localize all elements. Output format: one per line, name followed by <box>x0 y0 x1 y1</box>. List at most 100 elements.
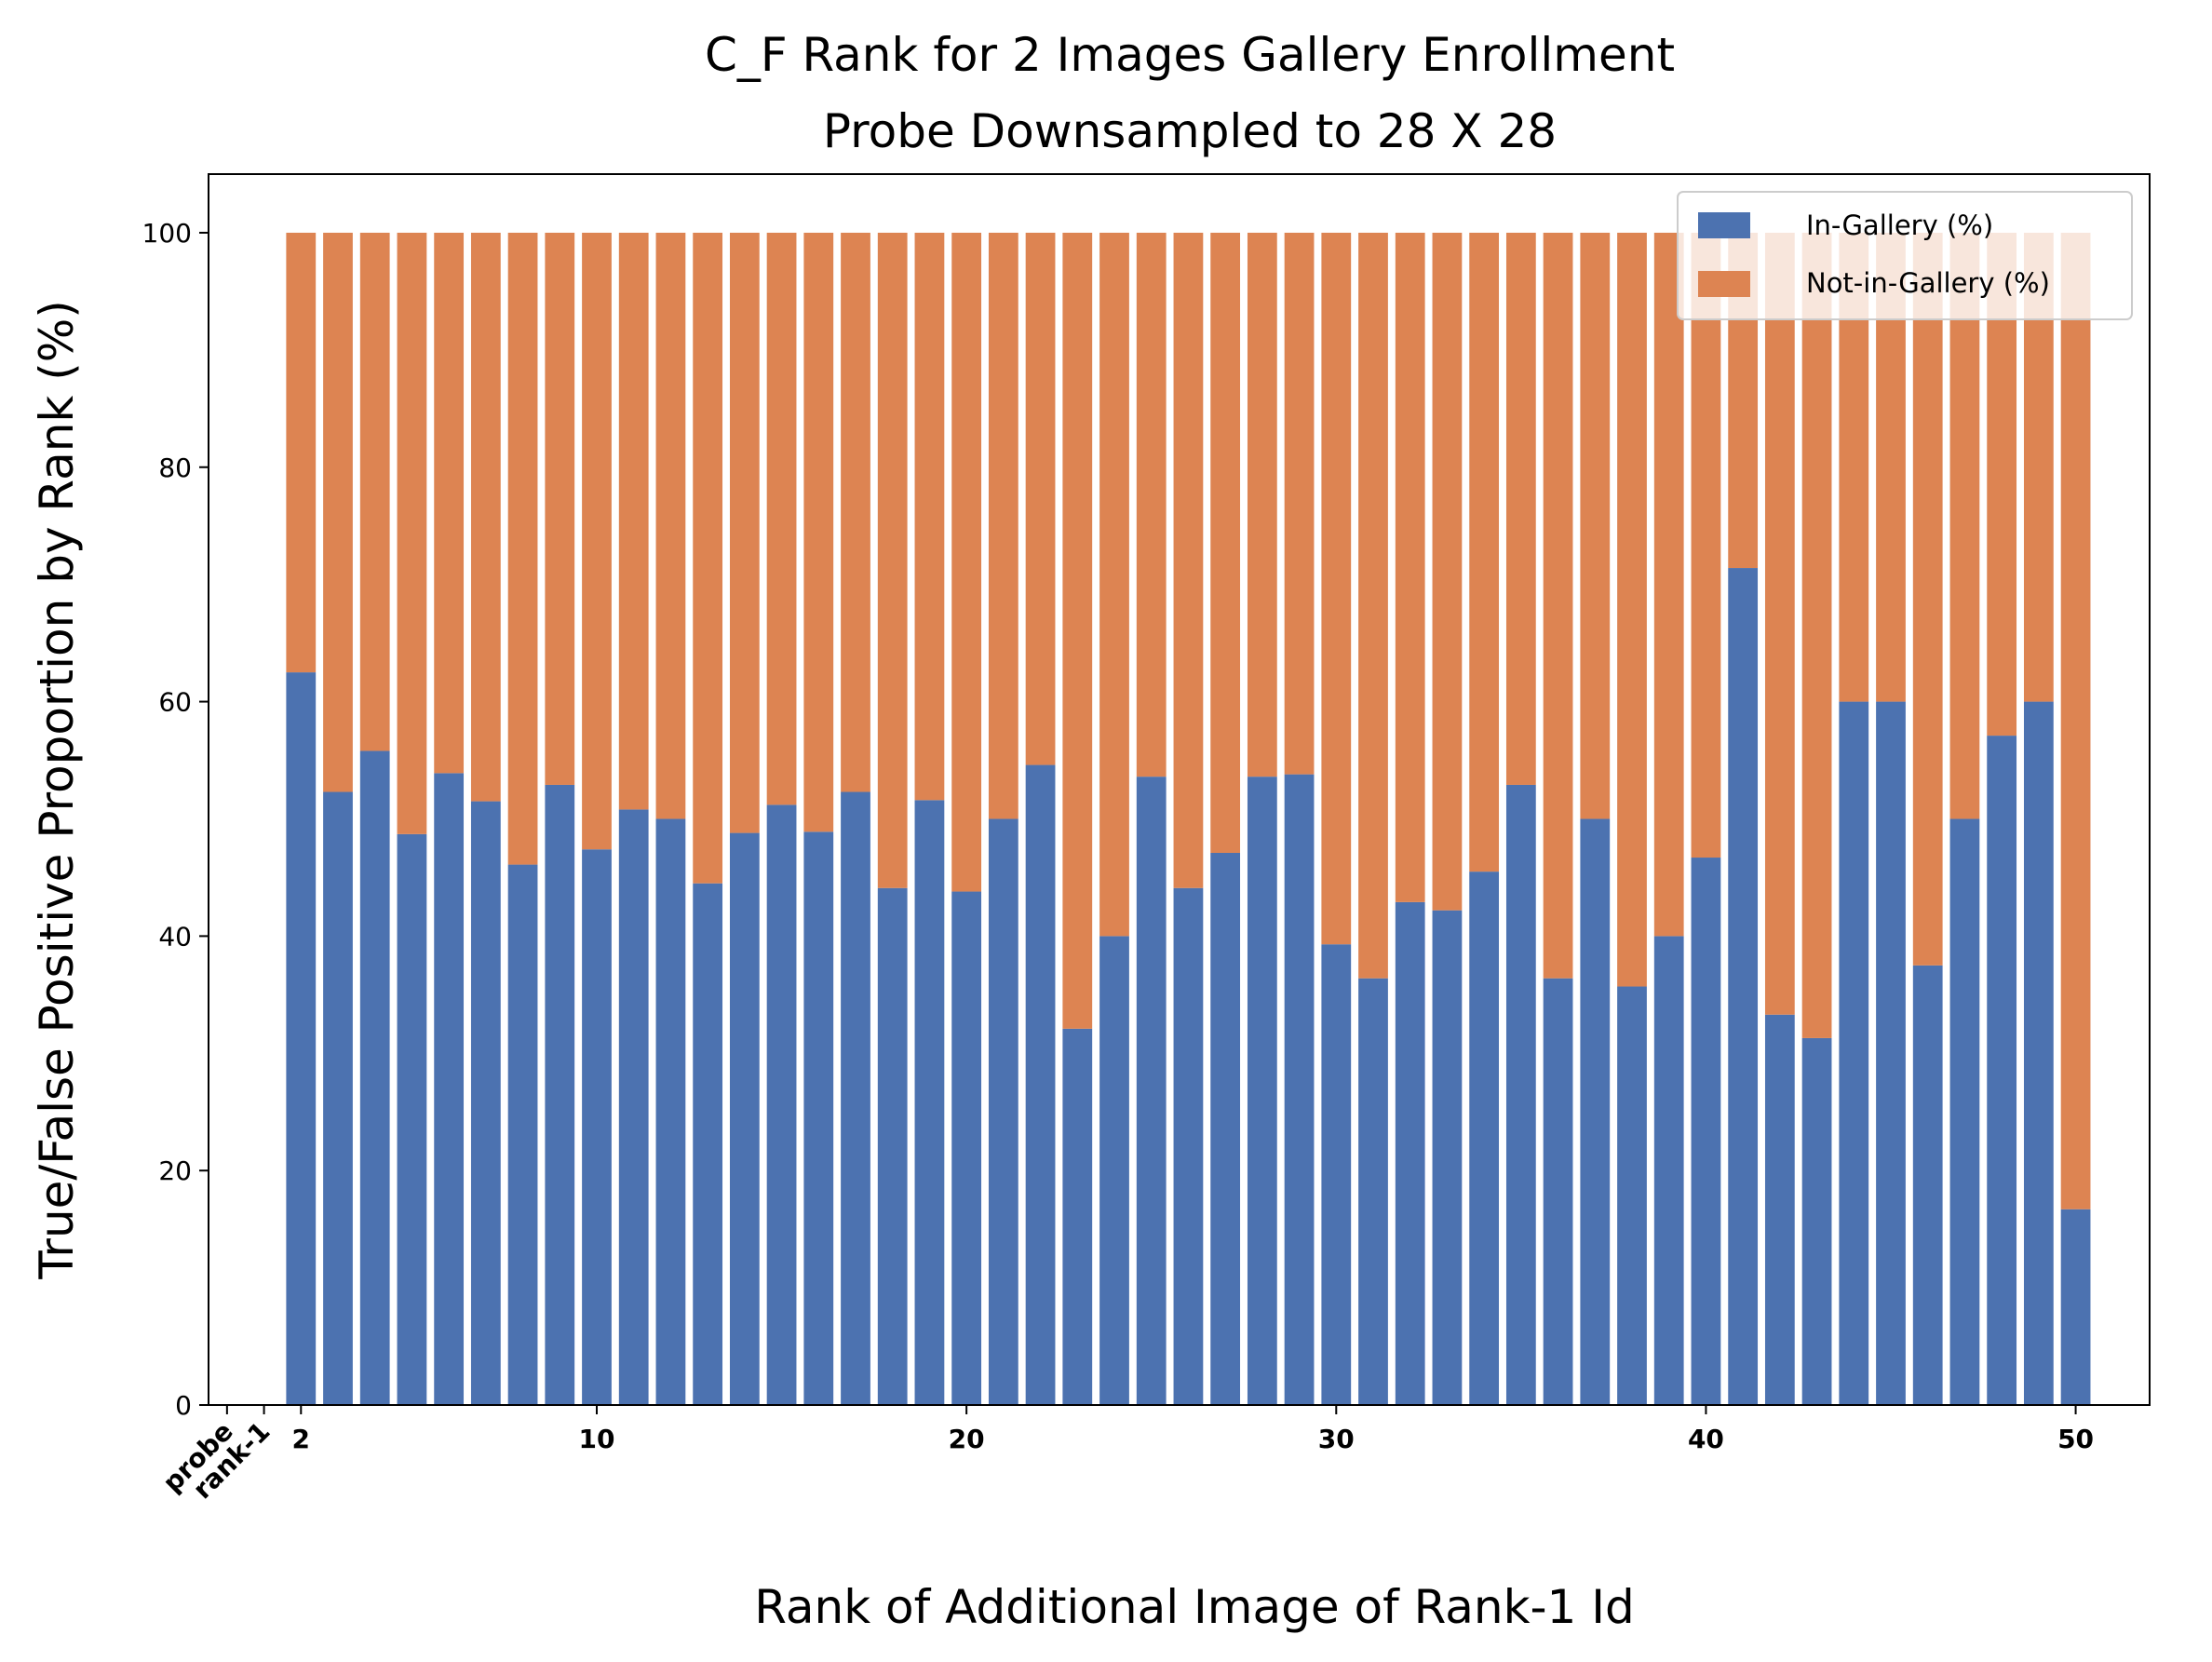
bar-not-in-gallery <box>618 232 649 810</box>
bar-in-gallery <box>397 833 427 1405</box>
bar-not-in-gallery <box>877 232 908 888</box>
bar-not-in-gallery <box>1395 232 1425 902</box>
y-tick-label: 60 <box>158 687 192 718</box>
bar-not-in-gallery <box>1801 232 1832 1038</box>
bar-not-in-gallery <box>1912 232 1943 966</box>
legend-swatch-not-in-gallery <box>1698 271 1750 297</box>
x-tick-label: 10 <box>579 1424 615 1454</box>
bar-in-gallery <box>1653 936 1684 1405</box>
bar-in-gallery <box>470 801 501 1405</box>
bar-not-in-gallery <box>1543 232 1573 979</box>
bar-in-gallery <box>914 800 945 1405</box>
chart-subtitle: Probe Downsampled to 28 X 28 <box>823 104 1557 158</box>
bar-not-in-gallery <box>914 232 945 801</box>
x-tick-label: 50 <box>2057 1424 2094 1454</box>
bar-in-gallery <box>1062 1028 1093 1405</box>
bar-in-gallery <box>1358 978 1388 1405</box>
bar-not-in-gallery <box>1432 232 1463 911</box>
bar-in-gallery <box>1580 818 1611 1405</box>
bar-in-gallery <box>1247 777 1277 1405</box>
legend-label-in-gallery: In-Gallery (%) <box>1806 209 1993 241</box>
y-tick-label: 20 <box>158 1155 192 1186</box>
bar-in-gallery <box>1432 910 1463 1405</box>
bar-in-gallery <box>545 784 575 1405</box>
bar-in-gallery <box>655 818 686 1405</box>
bar-in-gallery <box>1543 978 1573 1405</box>
bar-in-gallery <box>877 887 908 1405</box>
bar-not-in-gallery <box>766 232 797 805</box>
y-axis-label: True/False Positive Proportion by Rank (… <box>30 300 84 1280</box>
bar-not-in-gallery <box>470 232 501 802</box>
bar-not-in-gallery <box>1691 232 1721 858</box>
bar-not-in-gallery <box>545 232 575 785</box>
bar-not-in-gallery <box>655 232 686 819</box>
bar-in-gallery <box>434 773 465 1405</box>
bar-not-in-gallery <box>1062 232 1093 1029</box>
bar-in-gallery <box>507 864 538 1405</box>
bar-in-gallery <box>582 849 612 1405</box>
bar-in-gallery <box>1469 872 1500 1405</box>
bar-not-in-gallery <box>286 232 317 673</box>
y-axis: 0 20 40 60 80 100 <box>142 218 209 1421</box>
bar-not-in-gallery <box>1210 232 1241 853</box>
bar-in-gallery <box>1987 736 2017 1405</box>
bar-in-gallery <box>1728 568 1759 1405</box>
bar-in-gallery <box>1949 818 1980 1405</box>
bar-not-in-gallery <box>434 232 465 774</box>
bar-in-gallery <box>1321 944 1352 1405</box>
bar-not-in-gallery <box>1764 232 1795 1015</box>
bar-in-gallery <box>1876 701 1906 1405</box>
bar-in-gallery <box>286 672 317 1405</box>
bar-in-gallery <box>1210 852 1241 1405</box>
bar-not-in-gallery <box>1284 232 1315 775</box>
bar-in-gallery <box>951 891 982 1405</box>
bar-in-gallery <box>1505 784 1536 1405</box>
bar-in-gallery <box>1284 774 1315 1405</box>
bar-not-in-gallery <box>1949 232 1980 819</box>
x-tick-label: 40 <box>1688 1424 1724 1454</box>
bar-not-in-gallery <box>582 232 612 850</box>
plot-frame <box>208 173 2151 1406</box>
bar-in-gallery <box>1136 777 1167 1405</box>
bar-in-gallery <box>841 791 870 1405</box>
bars-group <box>286 232 2091 1405</box>
chart-title: C_F Rank for 2 Images Gallery Enrollment <box>705 28 1675 82</box>
x-tick-label: 30 <box>1318 1424 1355 1454</box>
bar-in-gallery <box>1099 936 1129 1405</box>
bar-in-gallery <box>618 809 649 1405</box>
bar-not-in-gallery <box>951 232 982 892</box>
bar-in-gallery <box>1691 858 1721 1405</box>
legend-swatch-in-gallery <box>1698 212 1750 238</box>
bar-in-gallery <box>2023 701 2054 1405</box>
y-tick-label: 100 <box>142 218 192 249</box>
bar-in-gallery <box>1025 764 1056 1405</box>
bar-in-gallery <box>693 883 723 1405</box>
legend: In-Gallery (%) Not-in-Gallery (%) <box>1677 191 2133 320</box>
bar-not-in-gallery <box>841 232 870 792</box>
x-axis-label: Rank of Additional Image of Rank-1 Id <box>754 1580 1635 1634</box>
bar-not-in-gallery <box>397 232 427 834</box>
bar-not-in-gallery <box>729 232 760 833</box>
bar-not-in-gallery <box>507 232 538 865</box>
bar-not-in-gallery <box>1505 232 1536 785</box>
bar-in-gallery <box>729 832 760 1405</box>
bar-not-in-gallery <box>1580 232 1611 819</box>
bar-not-in-gallery <box>803 232 834 832</box>
bar-in-gallery <box>1839 701 1869 1405</box>
bar-in-gallery <box>1173 887 1204 1405</box>
bar-not-in-gallery <box>1321 232 1352 945</box>
bar-in-gallery <box>1801 1037 1832 1405</box>
bar-not-in-gallery <box>1099 232 1129 937</box>
bar-not-in-gallery <box>1653 232 1684 937</box>
x-tick-label: 2 <box>292 1424 310 1454</box>
bar-in-gallery <box>988 818 1018 1405</box>
legend-label-not-in-gallery: Not-in-Gallery (%) <box>1806 267 2050 299</box>
bar-in-gallery <box>2060 1209 2091 1405</box>
bar-not-in-gallery <box>988 232 1018 819</box>
y-tick-label: 40 <box>158 921 192 952</box>
y-tick-label: 0 <box>175 1390 192 1421</box>
bar-not-in-gallery <box>359 232 390 751</box>
bar-in-gallery <box>323 791 353 1405</box>
